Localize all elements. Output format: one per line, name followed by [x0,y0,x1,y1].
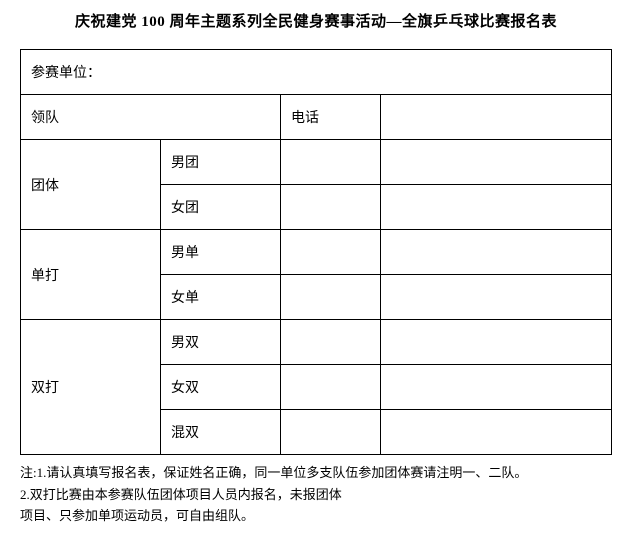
unit-label-cell: 参赛单位： [21,50,612,95]
women-team-value2 [381,185,612,230]
men-singles-cell: 男单 [161,230,281,275]
men-doubles-row: 双打 男双 [21,320,612,365]
men-team-row: 团体 男团 [21,140,612,185]
men-singles-value1 [281,230,381,275]
team-label-cell: 团体 [21,140,161,230]
women-singles-value1 [281,275,381,320]
registration-table: 参赛单位： 领队 电话 团体 男团 女团 单打 男单 女单 双打 男双 女双 [20,49,612,455]
women-team-value1 [281,185,381,230]
unit-row: 参赛单位： [21,50,612,95]
leader-row: 领队 电话 [21,95,612,140]
leader-label-cell: 领队 [21,95,281,140]
women-doubles-value1 [281,365,381,410]
singles-label-cell: 单打 [21,230,161,320]
mixed-doubles-value2 [381,410,612,455]
mixed-doubles-cell: 混双 [161,410,281,455]
men-doubles-value2 [381,320,612,365]
men-doubles-cell: 男双 [161,320,281,365]
women-singles-value2 [381,275,612,320]
phone-value-cell [381,95,612,140]
men-singles-row: 单打 男单 [21,230,612,275]
women-singles-cell: 女单 [161,275,281,320]
doubles-label-cell: 双打 [21,320,161,455]
mixed-doubles-value1 [281,410,381,455]
note-line2: 2.双打比赛由本参赛队伍团体项目人员内报名，未报团体 [20,485,612,505]
document-title: 庆祝建党 100 周年主题系列全民健身赛事活动—全旗乒乓球比赛报名表 [20,10,612,31]
men-team-cell: 男团 [161,140,281,185]
men-team-value1 [281,140,381,185]
women-doubles-value2 [381,365,612,410]
men-doubles-value1 [281,320,381,365]
note-line1: 注:1.请认真填写报名表，保证姓名正确，同一单位多支队伍参加团体赛请注明一、二队… [20,463,612,483]
women-doubles-cell: 女双 [161,365,281,410]
notes-section: 注:1.请认真填写报名表，保证姓名正确，同一单位多支队伍参加团体赛请注明一、二队… [20,463,612,526]
men-singles-value2 [381,230,612,275]
phone-label-cell: 电话 [281,95,381,140]
men-team-value2 [381,140,612,185]
note-line3: 项目、只参加单项运动员，可自由组队。 [20,506,612,526]
women-team-cell: 女团 [161,185,281,230]
